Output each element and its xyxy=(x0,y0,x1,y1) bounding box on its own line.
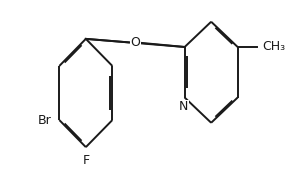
Text: Br: Br xyxy=(38,114,51,126)
Text: F: F xyxy=(82,154,89,167)
Text: O: O xyxy=(130,36,140,49)
Text: N: N xyxy=(178,100,188,113)
Text: CH₃: CH₃ xyxy=(263,41,285,54)
